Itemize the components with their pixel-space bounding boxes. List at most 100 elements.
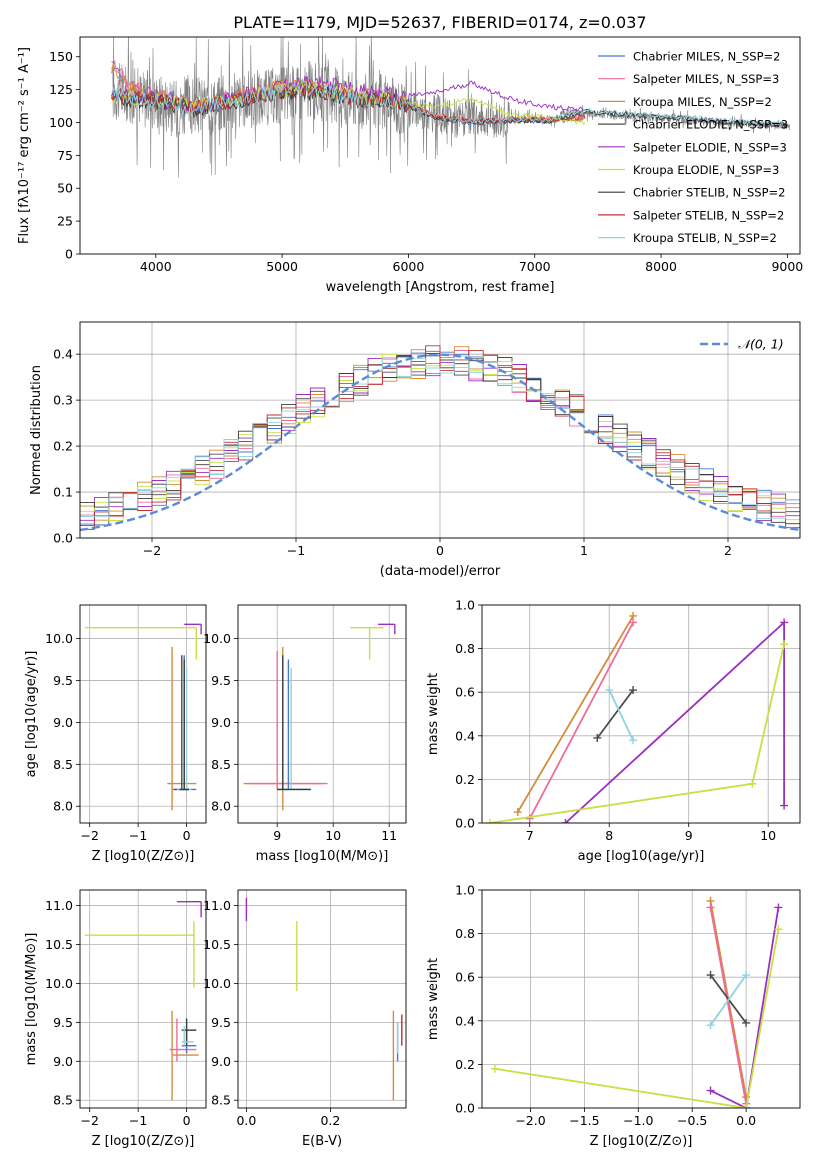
spectrum-panel: 4000 5000 6000 7000 8000 9000 0 25 50 75 100 125 150… bbox=[17, 36, 803, 295]
legend-label: Salpeter MILES, N_SSP=3 bbox=[633, 72, 779, 86]
weight-marker bbox=[780, 640, 789, 649]
plot-area bbox=[490, 896, 783, 1108]
x-tick-label: −1.5 bbox=[569, 1113, 599, 1128]
plot-area bbox=[111, 37, 790, 178]
weight-marker bbox=[513, 808, 522, 817]
axes-frame bbox=[79, 889, 207, 1109]
x-tick-label: 0.0 bbox=[736, 1113, 756, 1128]
weight-marker bbox=[706, 1021, 715, 1030]
weight-marker bbox=[706, 971, 715, 980]
y-tick-label: 11.0 bbox=[203, 898, 231, 913]
weight-marker bbox=[629, 618, 638, 627]
y-tick-label: 75 bbox=[57, 148, 73, 163]
y-axis-label: mass [log10(M/M⊙)] bbox=[24, 933, 39, 1066]
weight-line bbox=[709, 907, 747, 1104]
weight-marker bbox=[742, 1018, 751, 1027]
x-tick-label: 0 bbox=[183, 1113, 191, 1128]
y-tick-label: 9.0 bbox=[53, 1054, 73, 1069]
x-tick-label: 5000 bbox=[266, 259, 298, 274]
x-tick-label: 10 bbox=[760, 828, 776, 843]
y-tick-label: 0.0 bbox=[53, 531, 73, 546]
y-axis-label: mass weight bbox=[426, 958, 441, 1040]
weight-vs-age-panel: 7 8 9 10 0.0 0.2 0.4 0.6 0.8 1.0 age [log10(age/yr… bbox=[426, 598, 801, 864]
x-tick-label: −1.0 bbox=[623, 1113, 653, 1128]
y-tick-label: 150 bbox=[49, 49, 73, 64]
weight-marker bbox=[774, 925, 783, 934]
legend-label: Salpeter ELODIE, N_SSP=3 bbox=[633, 140, 787, 154]
y-tick-label: 10.0 bbox=[45, 631, 73, 646]
y-tick-label: 50 bbox=[57, 181, 73, 196]
x-axis-label: mass [log10(M/M⊙)] bbox=[256, 849, 389, 864]
weight-line bbox=[489, 644, 785, 823]
plot-area bbox=[485, 611, 789, 823]
y-tick-label: 100 bbox=[49, 115, 73, 130]
y-axis-label: mass weight bbox=[426, 673, 441, 755]
y-tick-label: 0.4 bbox=[455, 728, 475, 743]
y-tick-label: 0.2 bbox=[455, 772, 475, 787]
axes-frame bbox=[79, 36, 801, 255]
y-tick-label: 8.0 bbox=[53, 799, 73, 814]
x-tick-label: 8000 bbox=[645, 259, 677, 274]
y-tick-label: 8.0 bbox=[211, 799, 231, 814]
legend-label: Kroupa ELODIE, N_SSP=3 bbox=[633, 163, 779, 177]
weight-marker bbox=[561, 819, 570, 823]
y-tick-label: 0.8 bbox=[455, 641, 475, 656]
y-tick-label: 10.5 bbox=[45, 937, 73, 952]
x-tick-label: 8 bbox=[605, 828, 613, 843]
x-tick-label: 0 bbox=[183, 828, 191, 843]
y-tick-label: 0 bbox=[65, 247, 73, 262]
legend-label: Salpeter STELIB, N_SSP=2 bbox=[633, 208, 784, 222]
x-tick-label: −1 bbox=[129, 828, 147, 843]
y-tick-label: 9.5 bbox=[53, 673, 73, 688]
x-tick-label: −2 bbox=[80, 1113, 98, 1128]
x-tick-label: 6000 bbox=[393, 259, 425, 274]
plot-area bbox=[84, 623, 202, 811]
weight-marker bbox=[706, 1086, 715, 1095]
y-tick-label: 9.0 bbox=[53, 715, 73, 730]
y-tick-label: 11.0 bbox=[45, 898, 73, 913]
y-tick-label: 10.0 bbox=[203, 976, 231, 991]
x-tick-label: 9 bbox=[273, 828, 281, 843]
plot-area bbox=[243, 623, 396, 811]
mass-vs-EBV-panel: 0.0 0.2 8.5 9.0 9.5 10.0 10.5 11.0 E(B-V) bbox=[203, 889, 407, 1149]
weight-marker bbox=[525, 814, 534, 823]
x-tick-label: −1 bbox=[287, 543, 305, 558]
age-vs-Z-panel: −2 −1 0 8.0 8.5 9.0 9.5 10.0 Z [log10(Z/Z⊙)] age … bbox=[24, 604, 207, 864]
y-tick-label: 25 bbox=[57, 214, 73, 229]
histogram-step bbox=[80, 345, 800, 529]
x-axis-label: Z [log10(Z/Z⊙)] bbox=[92, 849, 195, 864]
weight-line bbox=[528, 621, 634, 820]
y-tick-label: 8.5 bbox=[211, 757, 231, 772]
weight-marker bbox=[706, 903, 715, 912]
x-tick-label: 10 bbox=[325, 828, 341, 843]
x-tick-label: 4000 bbox=[140, 259, 172, 274]
y-tick-label: 9.0 bbox=[211, 715, 231, 730]
y-tick-label: 0.4 bbox=[455, 1013, 475, 1028]
y-tick-label: 0.3 bbox=[53, 393, 73, 408]
y-tick-label: 0.8 bbox=[455, 926, 475, 941]
plot-area bbox=[80, 345, 800, 532]
x-tick-label: 2 bbox=[724, 543, 732, 558]
normal-reference-curve bbox=[80, 353, 800, 532]
weight-marker bbox=[629, 686, 638, 695]
histogram-step bbox=[80, 355, 800, 519]
weight-marker bbox=[780, 618, 789, 627]
x-axis-label: age [log10(age/yr)] bbox=[578, 849, 705, 864]
y-tick-label: 9.5 bbox=[211, 673, 231, 688]
axes-frame bbox=[79, 604, 207, 824]
y-tick-label: 0.4 bbox=[53, 347, 73, 362]
weight-line bbox=[517, 615, 634, 813]
y-tick-label: 8.5 bbox=[211, 1093, 231, 1108]
y-tick-label: 0.6 bbox=[455, 685, 475, 700]
age-vs-mass-panel: 9 10 11 8.0 8.5 9.0 9.5 10.0 mass [log10(M/M⊙)] bbox=[203, 604, 407, 864]
x-tick-label: −2.0 bbox=[515, 1113, 545, 1128]
mass-vs-Z-panel: −2 −1 0 8.5 9.0 9.5 10.0 10.5 11.0 Z [log10(Z/Z⊙)… bbox=[24, 889, 207, 1149]
weight-line bbox=[494, 929, 780, 1108]
y-tick-label: 9.5 bbox=[211, 1015, 231, 1030]
axes-frame bbox=[237, 889, 407, 1109]
legend: Chabrier MILES, N_SSP=2 Salpeter MILES, N… bbox=[598, 50, 788, 245]
figure-title: PLATE=1179, MJD=52637, FIBERID=0174, z=0… bbox=[233, 13, 646, 32]
y-tick-label: 10.0 bbox=[203, 631, 231, 646]
y-tick-label: 0.1 bbox=[53, 485, 73, 500]
weight-marker bbox=[780, 801, 789, 810]
